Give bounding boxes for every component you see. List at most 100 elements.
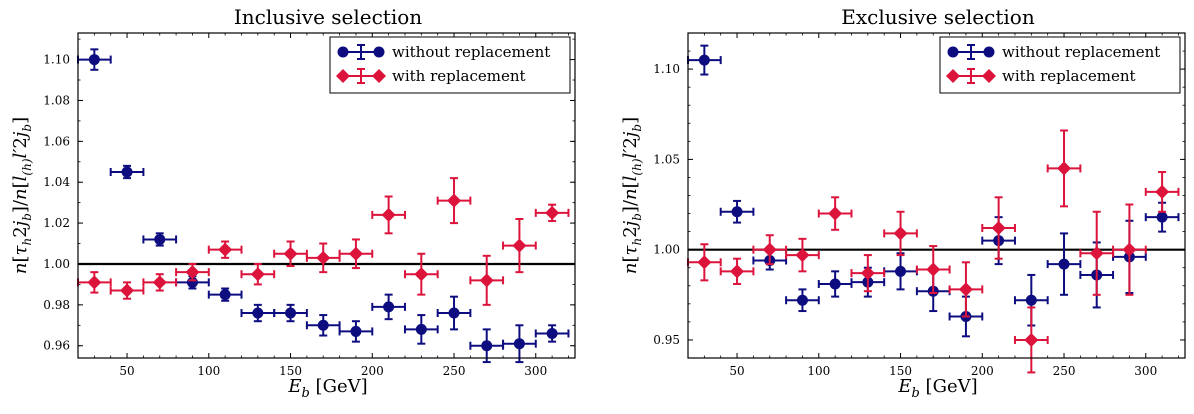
data-point [1112, 203, 1147, 296]
circle-marker [796, 294, 808, 306]
x-tick-label: 200 [971, 364, 994, 378]
data-point [436, 177, 472, 225]
data-point [371, 195, 406, 235]
data-point [534, 203, 570, 223]
data-point [142, 232, 178, 247]
circle-marker [350, 325, 362, 337]
x-tick-label: 50 [729, 364, 744, 378]
data-point [719, 199, 755, 224]
data-point [338, 320, 374, 343]
data-point [175, 262, 210, 282]
chart-title: Exclusive selection [841, 5, 1035, 29]
diamond-marker [730, 264, 745, 279]
diamond-marker [283, 246, 298, 261]
data-point [305, 314, 341, 337]
data-point [719, 257, 755, 285]
circle-marker [383, 301, 395, 313]
x-tick-label: 150 [889, 364, 912, 378]
legend-marker [983, 46, 995, 58]
data-point [338, 238, 374, 270]
diamond-marker [1089, 246, 1104, 261]
legend-label: without replacement [1002, 43, 1160, 61]
y-tick-label: 1.08 [43, 93, 70, 107]
data-point [915, 245, 951, 294]
diamond-marker [926, 262, 941, 277]
circle-marker [317, 319, 329, 331]
x-tick-label: 150 [279, 364, 302, 378]
data-point [371, 293, 406, 321]
data-point [687, 44, 722, 76]
diamond-marker [860, 266, 875, 281]
legend-marker [336, 69, 350, 83]
data-point [1046, 232, 1082, 296]
diamond-marker [893, 226, 908, 241]
circle-marker [1058, 258, 1070, 270]
diamond-marker [414, 267, 429, 282]
y-tick-label: 0.96 [43, 339, 70, 353]
data-point [883, 210, 918, 257]
data-point [1046, 129, 1082, 208]
diamond-marker [697, 255, 712, 270]
x-tick-label: 100 [197, 364, 220, 378]
diamond-marker [250, 267, 265, 282]
data-point [502, 218, 537, 274]
diamond-marker [87, 275, 102, 290]
data-point [240, 262, 276, 286]
data-point [1144, 201, 1180, 233]
data-point [948, 261, 984, 318]
data-point [77, 48, 112, 71]
series-with-replacement [687, 129, 1180, 374]
circle-marker [481, 340, 493, 352]
data-point [436, 295, 472, 331]
plot-frame [687, 32, 1186, 359]
data-point [817, 196, 853, 231]
x-tick-label: 250 [443, 364, 466, 378]
x-tick-label: 300 [1134, 364, 1157, 378]
circle-marker [252, 307, 264, 319]
x-axis-label: Eb [GeV] [287, 376, 367, 401]
x-tick-label: 200 [361, 364, 384, 378]
data-point [1013, 306, 1049, 374]
plot-frame [77, 32, 576, 359]
x-tick-label: 50 [119, 364, 134, 378]
data-point [502, 324, 537, 364]
circle-marker [731, 206, 743, 218]
diamond-marker [545, 205, 560, 220]
diamond-marker [447, 193, 462, 208]
circle-marker [285, 307, 297, 319]
circle-marker [829, 278, 841, 290]
legend-marker [373, 46, 385, 58]
diamond-marker [1057, 161, 1072, 176]
data-point [305, 242, 341, 274]
diamond-marker [1024, 332, 1039, 347]
data-point [785, 237, 820, 273]
legend-box [939, 36, 1181, 94]
legend-label: with replacement [392, 67, 526, 85]
diamond-marker [185, 265, 200, 280]
data-point [469, 328, 505, 364]
y-tick-label: 1.00 [43, 257, 70, 271]
diamond-marker [795, 248, 810, 263]
circle-marker [513, 338, 525, 350]
circle-marker [546, 327, 558, 339]
data-point [785, 288, 820, 313]
y-tick-label: 1.05 [653, 152, 680, 166]
data-point [142, 273, 178, 292]
data-point [1079, 210, 1115, 296]
data-point [850, 254, 886, 293]
legend-marker [946, 69, 960, 83]
diamond-marker [120, 283, 135, 298]
legend-label: with replacement [1002, 67, 1136, 85]
y-tick-label: 1.10 [43, 53, 70, 67]
legend-marker [337, 46, 349, 58]
diamond-marker [1155, 184, 1170, 199]
circle-marker [1156, 211, 1168, 223]
legend-marker [982, 69, 996, 83]
x-tick-label: 100 [807, 364, 830, 378]
circle-marker [121, 166, 133, 178]
legend-label: without replacement [392, 43, 550, 61]
series-with-replacement [77, 177, 570, 306]
data-point [273, 240, 308, 268]
data-point [109, 281, 145, 300]
diamond-marker [381, 207, 396, 222]
